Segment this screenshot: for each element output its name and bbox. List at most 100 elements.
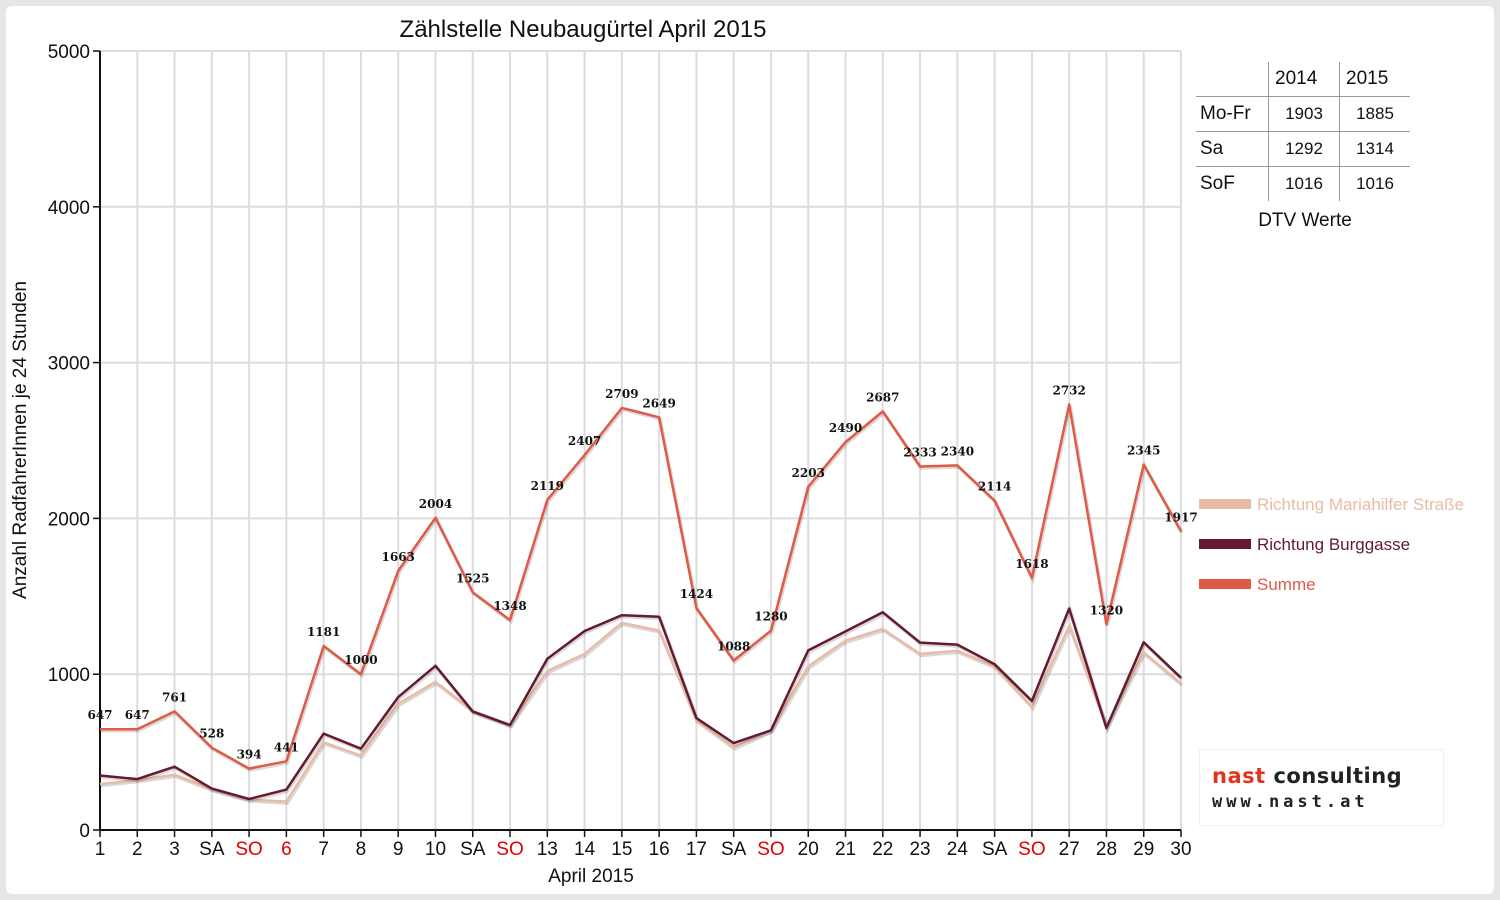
gridlines [100,50,1182,830]
legend-label: Richtung Burggasse [1257,535,1410,554]
series-line-shadow [101,405,1184,772]
dtv-row-label: Mo-Fr [1196,96,1269,132]
x-tick-label: 28 [1096,839,1117,860]
x-axis-label: April 2015 [548,866,634,887]
series-line [99,607,1182,801]
x-tick-label: SA [721,839,747,860]
data-label: 2407 [568,434,601,448]
x-tick-label: 27 [1059,839,1080,860]
data-label: 2004 [419,497,452,511]
data-label: 2687 [866,390,899,404]
series-lines [99,403,1184,805]
x-tick-label: SO [757,839,784,860]
legend-label: Richtung Mariahilfer Straße [1257,495,1464,514]
data-label: 1088 [717,639,750,653]
x-tick-label: SO [1018,839,1045,860]
data-label: 1181 [307,625,340,639]
data-label: 2709 [605,387,638,401]
x-tick-label: 15 [611,839,632,860]
dtv-corner [1196,62,1269,97]
y-tick-label: 3000 [48,354,90,375]
data-label: 2490 [829,421,862,435]
data-label: 1618 [1015,557,1048,571]
x-tick-label: SO [235,839,262,860]
dtv-row-label: Sa [1196,131,1269,167]
dtv-cell: 1903 [1268,96,1340,132]
legend-swatch [1199,499,1251,509]
x-tick-label: 17 [686,839,707,860]
series-line [100,403,1183,770]
legend-swatch [1199,579,1251,589]
dtv-header-2014: 2014 [1268,62,1340,97]
dtv-cell: 1292 [1268,131,1340,167]
legend-swatch [1199,539,1251,549]
y-tick-label: 5000 [48,42,90,63]
legend: Richtung Mariahilfer Straße Richtung Burg… [1199,495,1464,594]
x-tick-label: 14 [574,839,596,860]
x-tick-label: 6 [281,839,292,860]
company-logo: nast consulting www.nast.at [1200,750,1443,825]
x-tick-label: 1 [95,839,106,860]
data-label: 1348 [493,599,526,613]
x-tick-label: 8 [356,839,367,860]
x-tick-label: 2 [132,839,143,860]
data-label: 1663 [382,550,415,564]
series-line [99,621,1182,803]
y-axis-label: Anzahl RadfahrerInnen je 24 Stunden [10,281,31,599]
data-label: 2732 [1052,383,1085,397]
series-line-shadow [100,622,1184,805]
data-label: 394 [237,748,262,762]
data-label: 761 [162,690,187,704]
data-label: 528 [199,727,224,741]
x-tick-label: 24 [947,839,969,860]
x-tick-label: SA [199,839,225,860]
x-tick-label: SA [982,839,1008,860]
x-tick-label: 16 [649,839,670,860]
logo-brand-accent: nast [1212,764,1266,788]
series-line-shadow [100,604,1184,803]
dtv-cell: 1016 [1268,166,1340,201]
y-tick-labels: 0 1000 2000 3000 4000 5000 [48,42,90,842]
x-tick-label: 9 [393,839,404,860]
data-label: 1280 [754,610,787,624]
x-tick-labels: 1 2 3 SA SO 6 7 8 9 10 SA SO 13 14 15 16 17 SA SO 20 21 22 23 2… [95,839,1192,860]
logo-brand: nast consulting [1212,764,1402,788]
axes [93,50,1182,837]
data-label: 2203 [792,466,825,480]
dtv-row-label: SoF [1200,173,1235,194]
y-tick-label: 1000 [48,665,90,686]
dtv-cell: 1016 [1339,166,1410,201]
x-tick-label: 20 [798,839,819,860]
x-tick-label: 23 [909,839,930,860]
data-labels: 647 647 761 528 394 441 1181 1000 1663 2004 1525 13… [87,383,1197,761]
data-label: 2649 [642,396,675,410]
dtv-caption: DTV Werte [1258,210,1352,231]
dtv-cell: 1314 [1339,131,1410,167]
data-label: 2333 [903,446,936,460]
data-label: 647 [87,708,112,722]
chart-title: Zählstelle Neubaugürtel April 2015 [400,16,767,43]
data-label: 2114 [978,480,1011,494]
x-tick-label: 10 [425,839,446,860]
x-tick-label: 13 [537,839,558,860]
y-tick-label: 4000 [48,198,90,219]
data-label: 2345 [1127,444,1160,458]
x-tick-label: SA [460,839,486,860]
data-label: 1917 [1164,510,1197,524]
x-tick-label: SO [496,839,523,860]
data-label: 647 [125,708,150,722]
y-tick-label: 2000 [48,509,90,530]
data-label: 441 [274,740,299,754]
logo-url: www.nast.at [1212,792,1369,812]
x-tick-label: 22 [872,839,893,860]
data-label: 2119 [531,479,564,493]
data-label: 1000 [344,653,377,667]
x-tick-label: 21 [835,839,856,860]
x-tick-label: 30 [1170,839,1191,860]
dtv-header-2015: 2015 [1339,62,1410,97]
data-label: 2340 [941,444,974,458]
x-tick-label: 29 [1133,839,1154,860]
data-label: 1320 [1090,603,1123,617]
legend-label: Summe [1257,575,1316,594]
